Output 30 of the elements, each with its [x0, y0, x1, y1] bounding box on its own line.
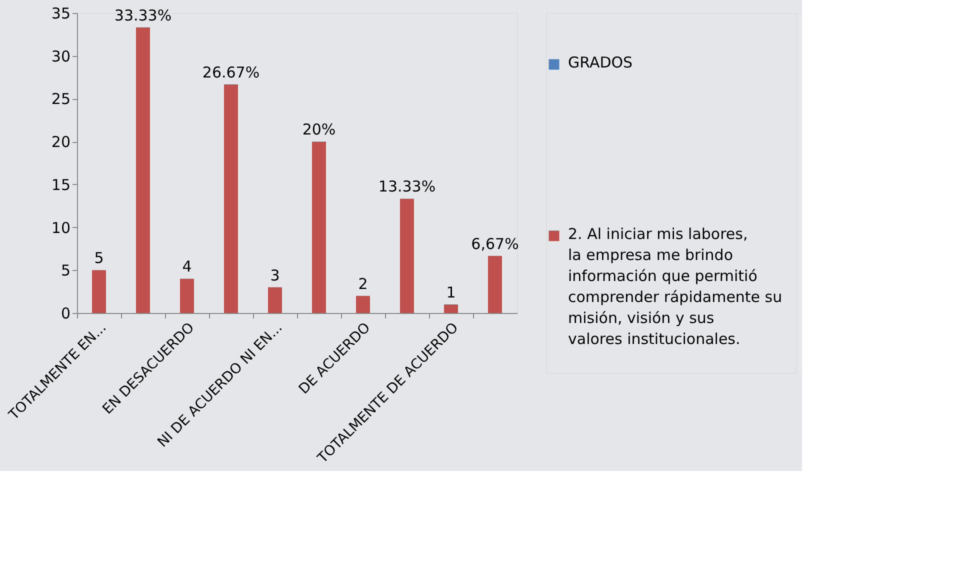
y-tick-label: 25	[51, 90, 70, 108]
data-label: 13.33%	[378, 178, 436, 196]
bar	[180, 278, 194, 313]
y-tick-label: 15	[51, 176, 70, 194]
data-label: 26.67%	[202, 63, 260, 82]
data-label: 3	[270, 266, 280, 284]
y-tick-label: 10	[51, 218, 70, 237]
bar	[444, 304, 458, 313]
data-label: 2	[358, 274, 368, 293]
bar	[92, 270, 106, 313]
data-label: 20%	[302, 120, 336, 139]
data-label: 5	[94, 249, 104, 268]
bar	[224, 84, 238, 313]
y-tick-label: 20	[51, 133, 70, 152]
y-tick-label: 0	[60, 304, 70, 322]
legend-label: 2. Al iniciar mis labores, la empresa me brindo información que permitió comprender rápidamente su misión, visión y sus valores institucionales.	[568, 224, 782, 348]
y-tick-label: 5	[60, 262, 70, 280]
legend-label: GRADOS	[568, 53, 633, 72]
bar	[312, 142, 326, 313]
data-label: 33.33%	[114, 6, 172, 24]
data-label: 4	[182, 258, 192, 276]
bar	[268, 287, 282, 313]
y-tick-label: 35	[51, 4, 70, 22]
data-label: 1	[446, 283, 456, 302]
bar	[488, 256, 502, 313]
y-tick-label: 30	[51, 47, 70, 66]
bar	[356, 296, 370, 313]
bar	[400, 198, 414, 313]
data-label: 6,67%	[471, 234, 519, 253]
bar	[136, 27, 150, 313]
